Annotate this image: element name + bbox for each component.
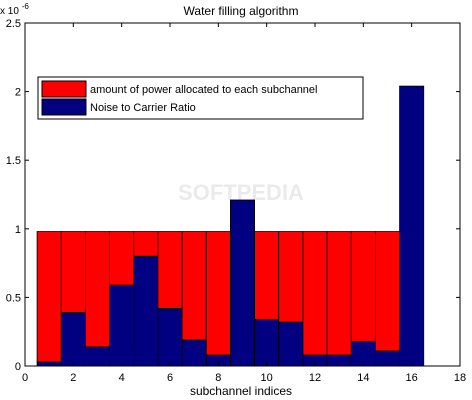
x-tick-label: 10 <box>261 372 273 384</box>
x-tick-label: 18 <box>454 372 466 384</box>
y-tick-label: 0 <box>15 361 21 373</box>
bar-power-8 <box>205 231 231 356</box>
bar-noise-3 <box>85 346 110 367</box>
axis-ticks: 0 2 4 6 8 10 12 14 16 18 0 0.5 1 1.5 2 2.5 <box>6 18 466 384</box>
bar-noise-16 <box>399 85 425 367</box>
legend-swatch-noise <box>41 98 87 116</box>
svg-text:x 10 -6: x 10 -6 <box>0 2 29 17</box>
legend-box <box>37 76 364 120</box>
chart-title: Water filling algorithm <box>184 4 299 18</box>
bar-noise-6 <box>157 307 183 367</box>
legend: amount of power allocated to each subcha… <box>37 76 364 120</box>
bar-power-10 <box>254 231 280 320</box>
y-tick-label: 0.5 <box>6 292 21 304</box>
x-tick-label: 8 <box>215 372 221 384</box>
legend-label-power: amount of power allocated to each subcha… <box>90 84 318 96</box>
bar-noise-4 <box>109 284 135 367</box>
y-tick-label: 2 <box>15 87 21 99</box>
legend-swatch-power <box>41 80 87 98</box>
x-tick-label: 16 <box>406 372 418 384</box>
x-tick-label: 6 <box>167 372 173 384</box>
bar-power-15 <box>375 231 400 352</box>
bar-power-3 <box>85 231 110 348</box>
x-tick-label: 2 <box>70 372 76 384</box>
x-tick-label: 0 <box>22 372 28 384</box>
x-tick-label: 4 <box>119 372 125 384</box>
bar-power-7 <box>181 231 207 341</box>
bar-noise-7 <box>181 339 207 367</box>
bar-noise-15 <box>375 350 400 367</box>
watermark: SOFTPEDIA <box>178 180 304 205</box>
x-tick-label: 12 <box>309 372 321 384</box>
x-axis-label: subchannel indices <box>190 384 292 398</box>
bar-noise-13 <box>326 354 352 367</box>
y-tick-label: 1.5 <box>6 155 21 167</box>
bar-power-11 <box>278 231 304 323</box>
x-tick-label: 14 <box>357 372 369 384</box>
y-tick-label: 2.5 <box>6 18 21 30</box>
bar-power-1 <box>36 231 62 363</box>
legend-label-noise: Noise to Carrier Ratio <box>90 102 196 114</box>
bar-noise-5 <box>133 255 159 367</box>
bar-power-5 <box>133 231 159 257</box>
bar-noise-9 <box>230 199 255 367</box>
bar-noise-11 <box>278 321 304 367</box>
bar-power-6 <box>157 231 183 309</box>
y-exponent-label: x 10 -6 <box>0 2 29 17</box>
y-tick-label: 1 <box>15 224 21 236</box>
bar-power-4 <box>109 231 135 286</box>
bar-noise-1 <box>36 361 62 367</box>
bar-noise-10 <box>254 318 280 367</box>
bar-power-2 <box>60 231 86 313</box>
bar-noise-2 <box>60 312 86 367</box>
bar-power-12 <box>302 231 328 356</box>
axes-frame <box>24 22 461 367</box>
bar-power-13 <box>326 231 352 356</box>
bar-power-14 <box>350 231 376 342</box>
